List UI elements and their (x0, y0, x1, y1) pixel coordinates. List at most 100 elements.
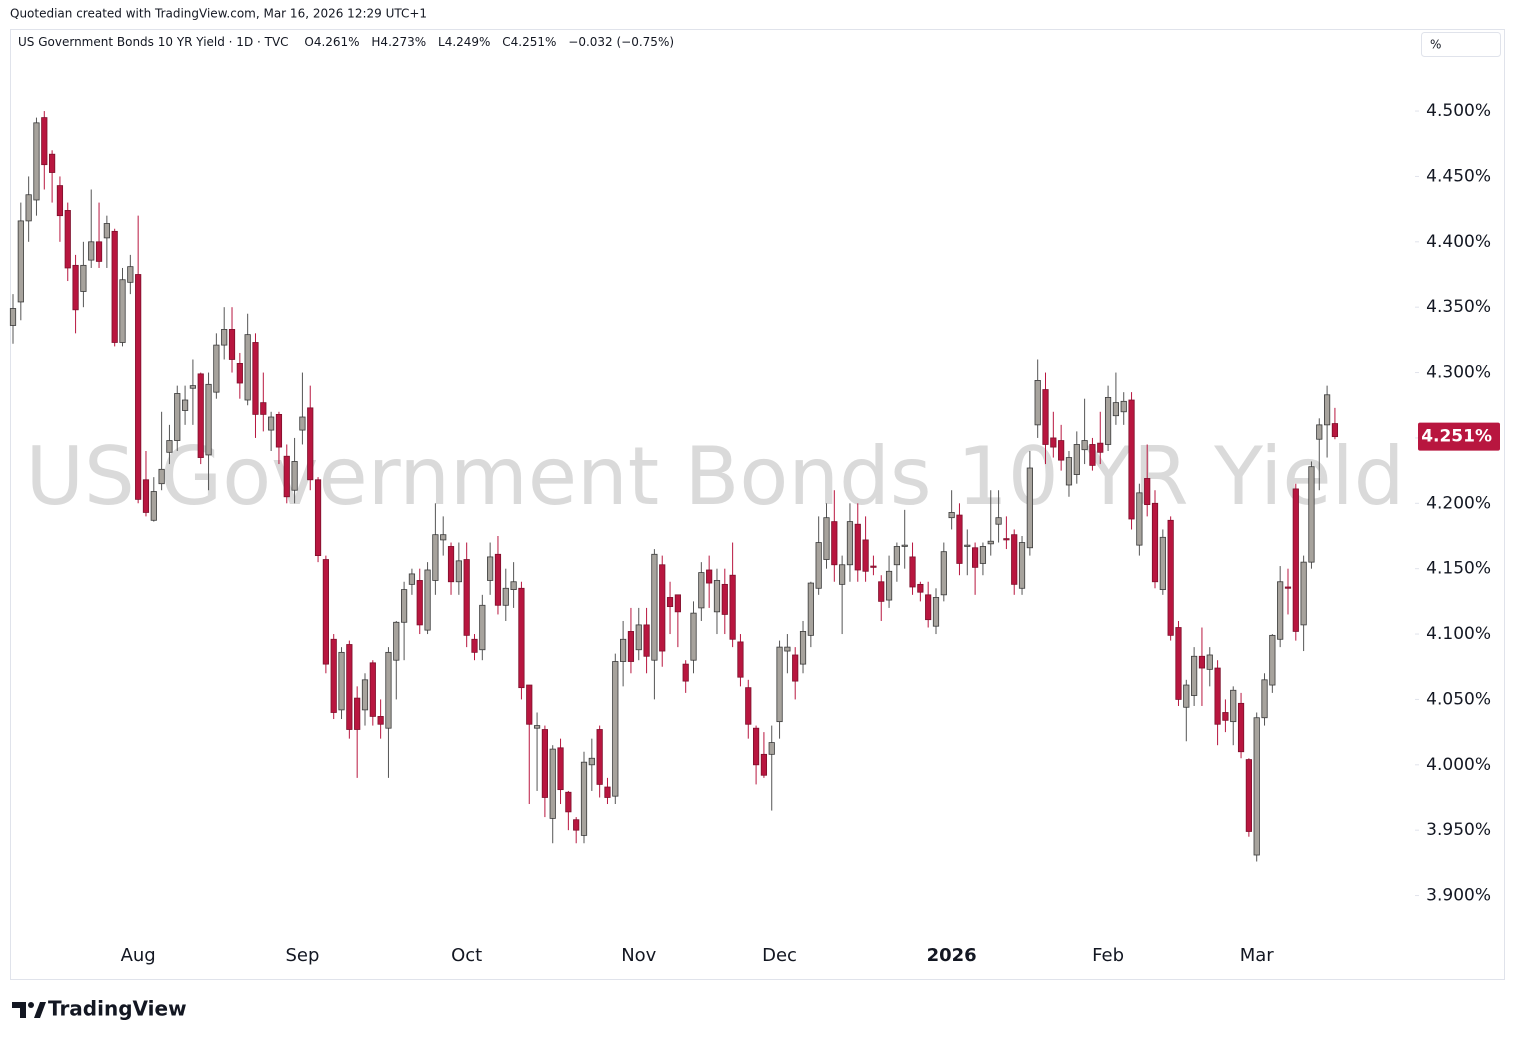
candle-body (221, 329, 228, 346)
candle-body (1151, 502, 1159, 583)
legend: US Government Bonds 10 YR Yield · 1D · T… (18, 35, 674, 49)
candle-body (674, 594, 681, 613)
candle-body (307, 407, 314, 481)
candle-body (792, 654, 799, 682)
candle-body (580, 761, 588, 836)
candle-body (487, 556, 494, 581)
candle-body (111, 230, 118, 343)
credit: Quotedian created with TradingView.com, … (10, 7, 427, 21)
scale-unit-button[interactable] (1421, 32, 1501, 57)
x-tick-label: Mar (1240, 945, 1275, 966)
y-tick-label: 3.900% (1426, 886, 1491, 906)
legend-close: C4.251% (502, 35, 556, 49)
candle-body (659, 564, 666, 652)
candle-body (447, 546, 455, 583)
candle-body (502, 587, 509, 606)
candle-body (455, 560, 462, 583)
candle-body (440, 534, 447, 541)
last-price-label: 4.251% (1421, 427, 1492, 447)
x-tick-label: Aug (121, 945, 156, 966)
brand-name: TradingView (48, 997, 187, 1021)
legend-open: O4.261% (304, 35, 359, 49)
candle-body (1308, 466, 1315, 563)
candle-body (64, 210, 71, 269)
candle-body (1323, 394, 1331, 426)
candle-body (150, 491, 157, 521)
candle-body (901, 544, 908, 547)
y-tick-label: 4.000% (1426, 755, 1491, 775)
candle-body (799, 631, 807, 665)
candle-body (854, 523, 861, 571)
x-tick-label: Sep (285, 945, 319, 966)
candle-body (1198, 655, 1206, 669)
candle-body (682, 663, 689, 682)
candle-body (596, 729, 603, 785)
candle-body (158, 468, 165, 485)
candle-body (690, 612, 697, 661)
candle-body (533, 725, 541, 729)
candle-body (1128, 399, 1135, 520)
candle-body (103, 223, 110, 239)
candle-body (1284, 586, 1292, 589)
candle-body (9, 308, 17, 326)
candle-body (291, 461, 298, 491)
candle-body (878, 581, 885, 602)
candle-body (416, 580, 423, 626)
candle-body (1003, 538, 1010, 541)
candle-body (917, 583, 924, 593)
candle-body (612, 661, 619, 797)
legend-low: L4.249% (438, 35, 490, 49)
candle-body (1245, 759, 1252, 832)
candle-body (1104, 396, 1112, 445)
candle-body (1214, 667, 1221, 725)
candle-body (393, 621, 400, 661)
candle-body (463, 559, 470, 636)
candle-body (1011, 534, 1018, 585)
candle-body (909, 556, 916, 588)
candle-body (330, 638, 337, 713)
y-tick-label: 4.300% (1426, 363, 1491, 383)
candle-body (377, 716, 384, 725)
candle-body (972, 547, 979, 568)
candle-body (275, 413, 283, 448)
candle-body (620, 638, 627, 662)
candle-body (1277, 581, 1284, 640)
y-tick-label: 4.350% (1426, 297, 1491, 317)
candle-body (713, 580, 721, 613)
candle-body (1253, 717, 1260, 856)
candle-body (1175, 627, 1182, 700)
candle-body (72, 264, 79, 311)
candle-body (228, 329, 236, 360)
candle-body (322, 559, 329, 665)
candle-body (56, 185, 64, 217)
candle-body (1331, 423, 1339, 438)
y-tick-label: 3.950% (1426, 820, 1491, 840)
y-tick-label: 4.150% (1426, 559, 1491, 579)
candle-body (314, 479, 322, 557)
candle-body (354, 697, 361, 730)
candle-body (1292, 488, 1299, 632)
candle-body (518, 587, 525, 689)
candle-body (174, 393, 181, 441)
candle-body (698, 572, 705, 609)
candle-body (1261, 679, 1268, 719)
candle-body (236, 363, 243, 384)
candle-body (361, 679, 369, 711)
x-tick-label: Dec (762, 945, 797, 966)
y-tick-label: 4.400% (1426, 232, 1491, 252)
candle-body (752, 727, 760, 766)
candle-body (1018, 542, 1026, 589)
candle-body (776, 646, 783, 723)
watermark: US Government Bonds 10 YR Yield (25, 430, 1404, 523)
candle-body (88, 241, 95, 261)
candle-body (1042, 389, 1049, 445)
x-tick-label: Nov (621, 945, 656, 966)
candle-body (940, 551, 947, 596)
candle-body (49, 153, 56, 173)
scale-unit[interactable]: % (1430, 38, 1441, 52)
candle-body (1058, 440, 1065, 461)
candle-body (526, 684, 533, 725)
